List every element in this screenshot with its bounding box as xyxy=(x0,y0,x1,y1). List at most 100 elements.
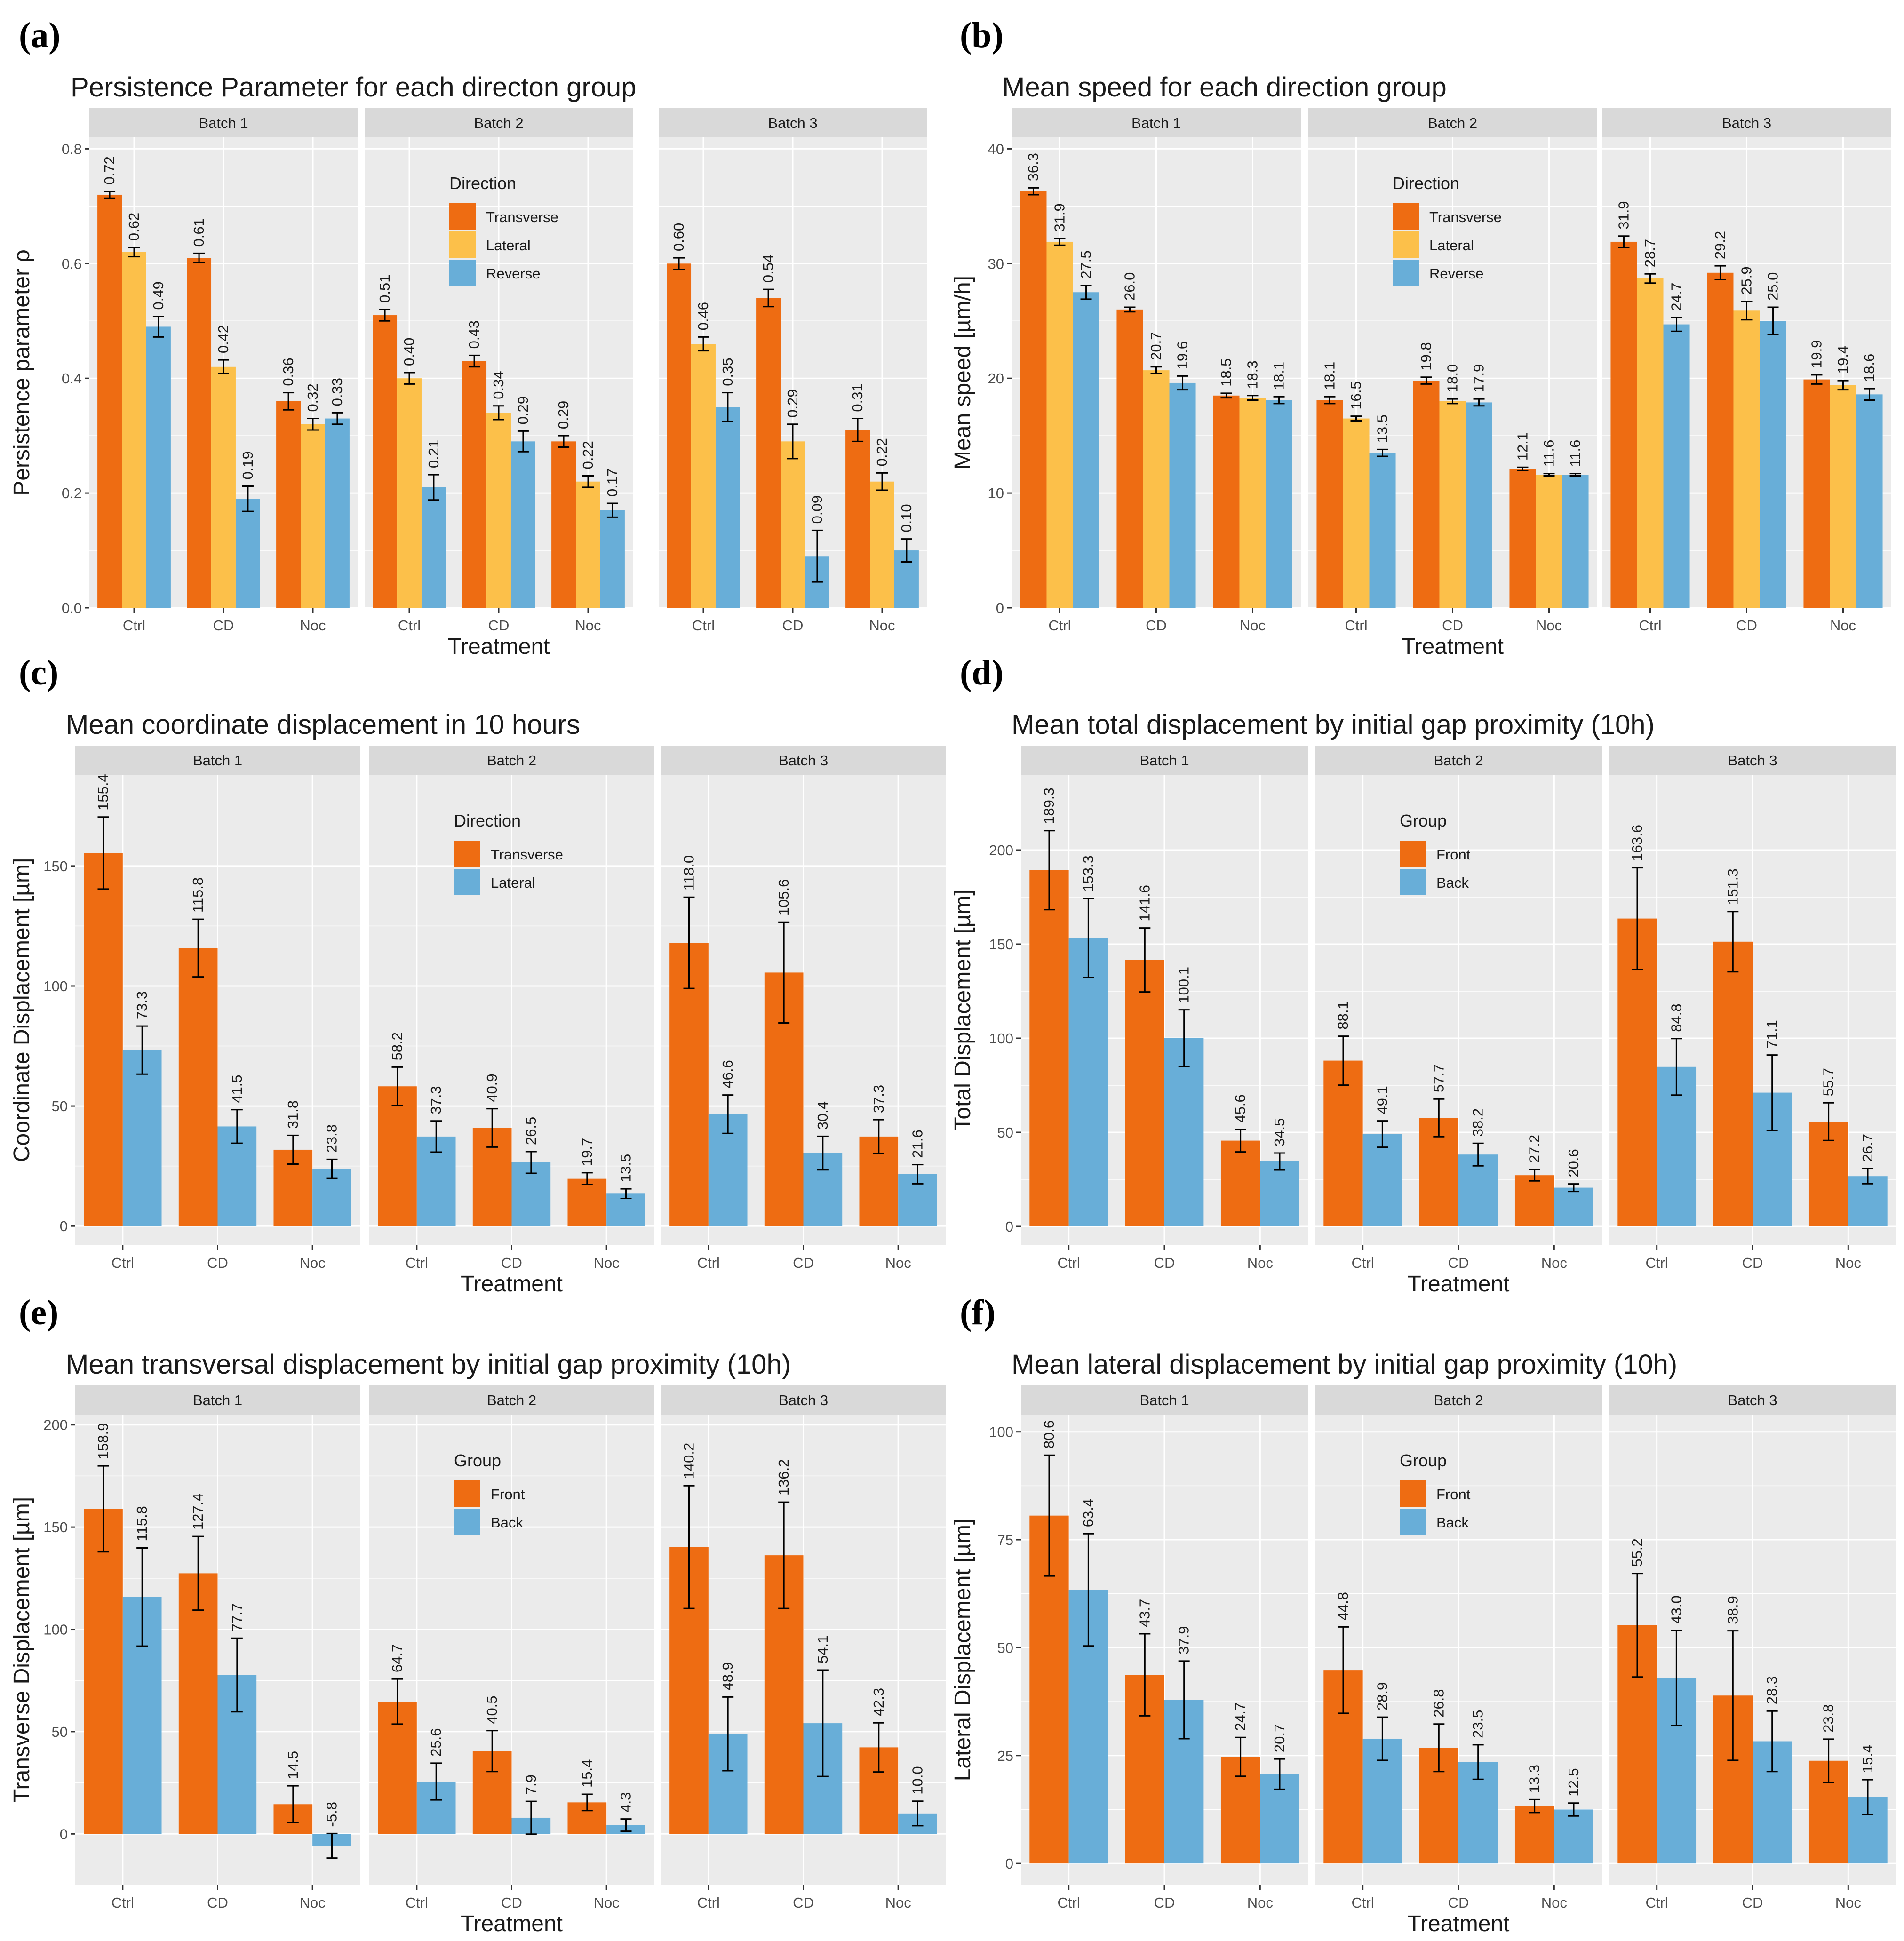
bar-reverse xyxy=(600,510,625,608)
facet-3: Batch 3 163.6 84.8 Ctrl 151.3 71.1 CD 55.7 26.7 N… xyxy=(1609,746,1896,1271)
facet-strip xyxy=(1308,108,1597,137)
y-tick-label: 200 xyxy=(989,842,1013,859)
data-label: 0.09 xyxy=(809,495,825,524)
data-label: 0.19 xyxy=(239,451,256,479)
data-label: 0.10 xyxy=(898,504,915,532)
data-label: 0.49 xyxy=(150,281,167,310)
data-label: 16.5 xyxy=(1348,381,1364,409)
data-label: 13.5 xyxy=(618,1154,634,1182)
data-label: 58.2 xyxy=(389,1032,405,1060)
panel-letter: (a) xyxy=(19,16,61,55)
data-label: 118.0 xyxy=(680,855,697,891)
data-label: 25.9 xyxy=(1738,266,1755,294)
bar-reverse xyxy=(146,326,171,608)
chart-title: Persistence Parameter for each directon … xyxy=(71,72,637,103)
x-tick-label: CD xyxy=(782,617,804,634)
y-tick-label: 40 xyxy=(988,141,1004,157)
x-tick-label: CD xyxy=(1442,617,1463,634)
y-tick-label: 0 xyxy=(1005,1855,1013,1872)
data-label: 24.7 xyxy=(1232,1702,1249,1731)
bar-transverse xyxy=(551,441,576,608)
x-tick-label: Ctrl xyxy=(398,617,421,634)
y-tick-label: 0.4 xyxy=(62,370,82,387)
data-label: 0.54 xyxy=(760,255,776,283)
data-label: 26.8 xyxy=(1430,1689,1447,1717)
data-label: 115.8 xyxy=(190,877,206,913)
facet-strip-label: Batch 2 xyxy=(1428,115,1477,131)
bar-back xyxy=(1848,1176,1888,1226)
legend-label: Transverse xyxy=(1429,209,1502,225)
legend: Group Front Back xyxy=(1400,1451,1471,1535)
panel-c: (c) Mean coordinate displacement in 10 ho… xyxy=(9,653,946,1297)
data-label: 11.6 xyxy=(1567,440,1584,467)
legend-title: Direction xyxy=(1393,174,1459,193)
data-label: 17.9 xyxy=(1471,364,1487,392)
data-label: 42.3 xyxy=(870,1688,887,1716)
legend-label: Back xyxy=(1436,1514,1469,1531)
x-tick-label: Noc xyxy=(575,617,601,634)
data-label: 28.3 xyxy=(1764,1676,1780,1704)
x-axis-label: Treatment xyxy=(1408,1911,1510,1936)
bar-reverse xyxy=(1169,382,1196,608)
data-label: 127.4 xyxy=(190,1494,206,1530)
bar-lateral xyxy=(1536,475,1562,608)
bar-transverse xyxy=(178,948,218,1226)
x-tick-label: Noc xyxy=(1835,1894,1861,1911)
bar-back xyxy=(1260,1161,1299,1226)
data-label: 0.61 xyxy=(191,218,207,247)
data-label: 43.7 xyxy=(1136,1599,1153,1627)
bar-reverse xyxy=(235,499,260,608)
bar-lateral xyxy=(1046,241,1073,608)
legend-title: Group xyxy=(1400,811,1447,830)
data-label: 12.1 xyxy=(1514,432,1530,461)
data-label: 15.4 xyxy=(579,1759,595,1788)
data-label: 115.8 xyxy=(134,1506,150,1541)
bar-transverse xyxy=(1707,272,1734,608)
data-label: 10.0 xyxy=(909,1766,926,1794)
x-tick-label: Noc xyxy=(1247,1255,1273,1271)
data-label: 28.7 xyxy=(1642,239,1658,267)
x-tick-label: CD xyxy=(1448,1255,1469,1271)
facet-1: Batch 1 0.72 0.62 0.49 Ctrl 0.61 0.42 0.19 CD 0.3… xyxy=(89,108,358,634)
data-label: 136.2 xyxy=(775,1459,792,1496)
data-label: 19.8 xyxy=(1418,342,1434,370)
y-tick-label: 50 xyxy=(997,1124,1013,1141)
data-label: 14.5 xyxy=(285,1751,301,1779)
facet-strip xyxy=(1609,746,1896,775)
y-axis-label: Lateral Displacement [µm] xyxy=(950,1519,975,1782)
legend-label: Lateral xyxy=(491,875,535,891)
x-tick-label: Noc xyxy=(869,617,895,634)
legend-key-front xyxy=(454,1480,480,1507)
data-label: 0.22 xyxy=(874,438,890,466)
bar-reverse xyxy=(1760,321,1786,608)
data-label: 0.43 xyxy=(466,320,482,349)
facet-3: Batch 3 0.60 0.46 0.35 Ctrl 0.54 0.29 0.09 CD 0.3… xyxy=(659,108,927,634)
facet-1: Batch 1 158.9 115.8 Ctrl 127.4 77.7 CD 14.5 -5.8… xyxy=(75,1385,360,1911)
x-tick-label: Noc xyxy=(1541,1894,1567,1911)
data-label: 0.36 xyxy=(280,358,296,386)
x-tick-label: Noc xyxy=(1835,1255,1861,1271)
bar-transverse xyxy=(373,315,398,608)
bar-lateral xyxy=(1143,370,1170,608)
facet-strip-label: Batch 3 xyxy=(1728,1392,1777,1408)
data-label: 0.29 xyxy=(784,389,801,417)
data-label: 12.5 xyxy=(1565,1768,1582,1796)
y-axis-label: Transverse Displacement [µm] xyxy=(9,1497,34,1803)
bar-reverse xyxy=(1073,292,1099,608)
x-tick-label: Ctrl xyxy=(1345,617,1367,634)
legend-key-front xyxy=(1400,1480,1426,1507)
facet-3: Batch 3 118.0 46.6 Ctrl 105.6 30.4 CD 37.3 21.6 N… xyxy=(661,746,946,1271)
facet-strip xyxy=(659,108,927,137)
x-tick-label: CD xyxy=(793,1894,814,1911)
data-label: 63.4 xyxy=(1080,1499,1096,1527)
data-label: 23.8 xyxy=(324,1124,340,1153)
x-tick-label: CD xyxy=(1742,1894,1763,1911)
data-label: 13.3 xyxy=(1526,1765,1543,1793)
bar-transverse xyxy=(567,1178,607,1226)
chart-title: Mean speed for each direction group xyxy=(1002,72,1447,103)
x-tick-label: Ctrl xyxy=(1639,617,1661,634)
data-label: 7.9 xyxy=(523,1774,539,1795)
legend-label: Lateral xyxy=(1429,237,1474,254)
data-label: 18.1 xyxy=(1321,362,1338,390)
facet-strip-label: Batch 3 xyxy=(1728,752,1777,769)
